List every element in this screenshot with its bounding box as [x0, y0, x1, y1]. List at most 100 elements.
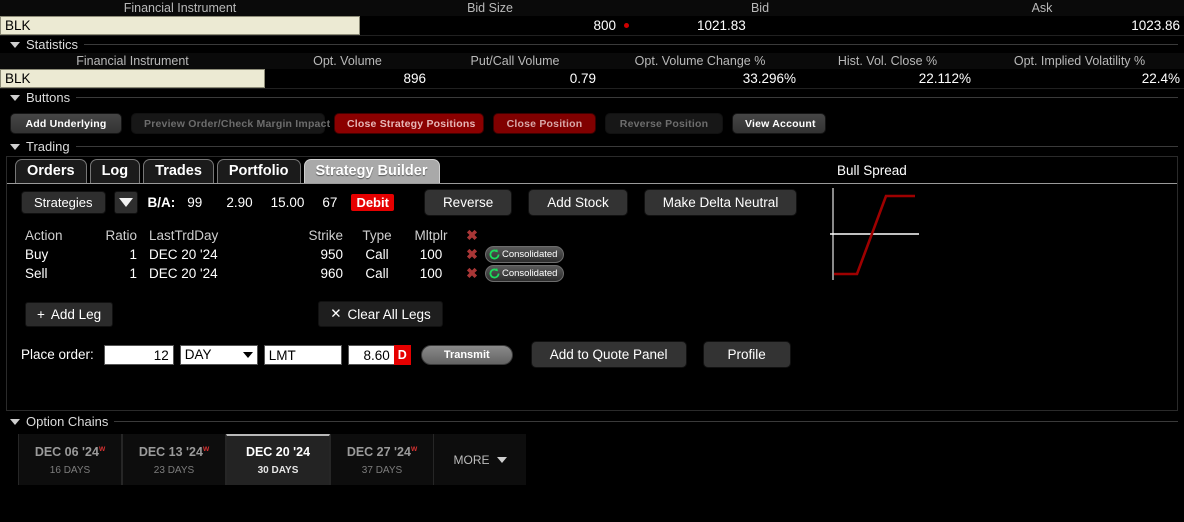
tab-log[interactable]: Log [89, 159, 141, 183]
ba-value-bid: 2.90 [226, 195, 253, 210]
reverse-position-button[interactable]: Reverse Position [605, 112, 723, 134]
debit-badge: Debit [351, 194, 394, 211]
option-chains-section-header[interactable]: Option Chains [0, 413, 1184, 430]
place-order-row: Place order: 12 DAY LMT 8.60 D Transmit … [7, 327, 1177, 368]
trading-section-header[interactable]: Trading [0, 138, 1184, 155]
legs-header-row: Action Ratio LastTrdDay Strike Type Mltp… [25, 226, 1177, 245]
delete-leg-icon[interactable]: ✖ [466, 265, 478, 281]
col-lasttrdday: LastTrdDay [149, 228, 219, 243]
leg-ratio: 1 [129, 266, 137, 281]
top-quote-block: Financial Instrument Bid Size Bid Ask BL… [0, 0, 1184, 36]
quantity-input[interactable]: 12 [103, 344, 174, 365]
divider [84, 44, 1178, 45]
expiry-tab-dec-06[interactable]: DEC 06 '24w 16 DAYS [18, 434, 122, 486]
tif-value: DAY [184, 346, 212, 362]
expiry-days: 37 DAYS [361, 465, 403, 477]
tab-portfolio[interactable]: Portfolio [216, 159, 301, 183]
strategies-button[interactable]: Strategies [21, 191, 106, 214]
leg-actions-row: + Add Leg ✕ Clear All Legs [7, 283, 1177, 327]
strategies-dropdown-button[interactable] [113, 191, 138, 214]
tif-select[interactable]: DAY [179, 344, 258, 365]
add-leg-label: Add Leg [50, 306, 102, 322]
more-expiries-button[interactable]: MORE [434, 434, 526, 486]
ba-value-ask-size: 67 [322, 195, 338, 210]
tab-strategy-builder[interactable]: Strategy Builder [303, 159, 440, 183]
delete-leg-icon[interactable]: ✖ [466, 246, 478, 262]
divider [75, 146, 1178, 147]
collapse-triangle-icon[interactable] [10, 418, 20, 425]
add-stock-button[interactable]: Add Stock [528, 189, 628, 216]
expiry-tab-dec-20[interactable]: DEC 20 '24 30 DAYS [226, 434, 330, 486]
add-to-quote-panel-button[interactable]: Add to Quote Panel [530, 341, 687, 368]
col-opt-volume-change: Opt. Volume Change % [634, 54, 766, 68]
collapse-triangle-icon[interactable] [10, 143, 20, 150]
view-account-button[interactable]: View Account [732, 112, 826, 134]
order-type-input[interactable]: LMT [263, 344, 342, 365]
clear-all-legs-button[interactable]: ✕ Clear All Legs [318, 301, 443, 327]
statistics-data-row[interactable]: BLK 896 0.79 33.296% 22.112% 22.4% [0, 69, 1184, 89]
table-row[interactable]: Buy 1 DEC 20 '24 950 Call 100 ✖ Consolid… [25, 245, 1177, 264]
stat-symbol-field[interactable]: BLK [0, 69, 265, 88]
leg-multiplier: 100 [419, 247, 443, 262]
clear-all-legs-label: Clear All Legs [347, 306, 431, 322]
limit-price-input[interactable]: 8.60 [347, 344, 394, 365]
add-underlying-button[interactable]: Add Underlying [10, 112, 122, 134]
bid-ask-label: B/A: [147, 195, 176, 210]
table-row[interactable]: Sell 1 DEC 20 '24 960 Call 100 ✖ Consoli… [25, 264, 1177, 283]
close-position-button[interactable]: Close Position [493, 112, 596, 134]
plus-icon: + [37, 306, 45, 322]
divider [114, 421, 1178, 422]
expiry-tabs: DEC 06 '24w 16 DAYS DEC 13 '24w 23 DAYS … [0, 434, 1184, 486]
trading-panel: Orders Log Trades Portfolio Strategy Bui… [6, 156, 1178, 411]
opt-volume-change-value: 33.296% [742, 71, 796, 86]
tab-trades[interactable]: Trades [143, 159, 214, 183]
leg-action: Sell [25, 266, 48, 281]
leg-type: Call [365, 247, 389, 262]
statistics-block: Financial Instrument Opt. Volume Put/Cal… [0, 53, 1184, 89]
make-delta-neutral-button[interactable]: Make Delta Neutral [643, 189, 798, 216]
expiry-days: 30 DAYS [257, 465, 299, 477]
expiry-tab-dec-27[interactable]: DEC 27 '24w 37 DAYS [330, 434, 434, 486]
expiry-date: DEC 20 '24 [245, 445, 311, 460]
transmit-button[interactable]: Transmit [420, 344, 513, 365]
symbol-field[interactable]: BLK [0, 16, 360, 35]
bid-value: 1021.83 [697, 18, 746, 33]
payoff-chart: Bull Spread [829, 163, 1089, 292]
leg-ratio: 1 [129, 247, 137, 262]
col-financial-instrument: Financial Instrument [123, 1, 237, 15]
bid-size-value: 800 [593, 18, 616, 33]
collapse-triangle-icon[interactable] [10, 41, 20, 48]
reverse-button[interactable]: Reverse [423, 189, 513, 216]
option-chains-title: Option Chains [26, 414, 109, 429]
close-strategy-positions-button[interactable]: Close Strategy Positions [334, 112, 484, 134]
add-leg-button[interactable]: + Add Leg [25, 301, 114, 327]
col-ratio: Ratio [105, 228, 137, 243]
statistics-section-header[interactable]: Statistics [0, 36, 1184, 53]
leg-type: Call [365, 266, 389, 281]
delete-all-legs-icon[interactable]: ✖ [466, 227, 478, 243]
exchange-selector[interactable]: Consolidated [485, 246, 565, 263]
collapse-triangle-icon[interactable] [10, 94, 20, 101]
debit-price-badge: D [393, 344, 411, 365]
leg-strike: 960 [320, 266, 343, 281]
col-strike: Strike [308, 228, 343, 243]
opt-implied-volatility-value: 22.4% [1141, 71, 1180, 86]
buttons-section-header[interactable]: Buttons [0, 89, 1184, 106]
put-call-volume-value: 0.79 [569, 71, 596, 86]
hist-vol-close-value: 22.112% [918, 71, 971, 86]
tab-orders[interactable]: Orders [15, 159, 87, 183]
col-action: Action [25, 228, 63, 243]
top-quote-row[interactable]: BLK 800 1021.83 1023.86 [0, 16, 1184, 36]
refresh-icon [489, 248, 500, 260]
exchange-selector[interactable]: Consolidated [485, 265, 565, 282]
divider [76, 97, 1178, 98]
profile-button[interactable]: Profile [702, 341, 791, 368]
expiry-tab-dec-13[interactable]: DEC 13 '24w 23 DAYS [122, 434, 226, 486]
expiry-date: DEC 06 '24 [34, 445, 99, 460]
payoff-chart-title: Bull Spread [837, 163, 907, 178]
place-order-label: Place order: [21, 347, 94, 362]
preview-order-check-margin-impact-button[interactable]: Preview Order/Check Margin Impact [131, 112, 330, 134]
leg-strike: 950 [320, 247, 343, 262]
expiry-days: 23 DAYS [153, 465, 195, 477]
exchange-label: Consolidated [502, 268, 558, 279]
